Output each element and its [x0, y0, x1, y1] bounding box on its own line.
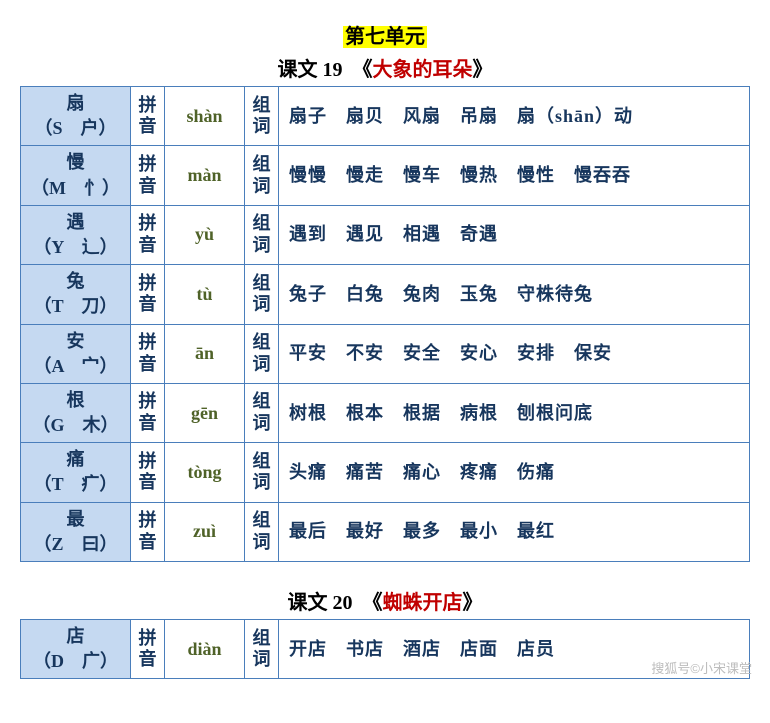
- pinyin-value: shàn: [165, 87, 245, 146]
- zuci-label: 组词: [245, 324, 279, 383]
- char-main: 根: [27, 388, 124, 413]
- table-row: 店（D 广）拼音diàn组词开店 书店 酒店 店面 店员: [21, 620, 750, 679]
- char-key: （S 户）: [27, 116, 124, 141]
- pinyin-label: 拼音: [131, 146, 165, 205]
- char-key: （A 宀）: [27, 354, 124, 379]
- char-key: （Z 曰）: [27, 532, 124, 557]
- pinyin-label: 拼音: [131, 324, 165, 383]
- watermark: 搜狐号©小宋课堂: [651, 658, 752, 677]
- char-main: 痛: [27, 447, 124, 472]
- zuci-label: 组词: [245, 443, 279, 502]
- char-cell: 根（G 木）: [21, 383, 131, 442]
- pinyin-value: ān: [165, 324, 245, 383]
- words-cell: 树根 根本 根据 病根 刨根问底: [279, 383, 750, 442]
- words-cell: 最后 最好 最多 最小 最红: [279, 502, 750, 561]
- char-cell: 痛（T 疒）: [21, 443, 131, 502]
- table-row: 慢（M 忄）拼音màn组词慢慢 慢走 慢车 慢热 慢性 慢吞吞: [21, 146, 750, 205]
- char-cell: 扇（S 户）: [21, 87, 131, 146]
- words-cell: 头痛 痛苦 痛心 疼痛 伤痛: [279, 443, 750, 502]
- pinyin-value: tù: [165, 265, 245, 324]
- pinyin-label: 拼音: [131, 87, 165, 146]
- lesson-19-table: 扇（S 户）拼音shàn组词扇子 扇贝 风扇 吊扇 扇（shān）动慢（M 忄）…: [20, 86, 750, 562]
- char-key: （Y 辶）: [27, 235, 124, 260]
- zuci-label: 组词: [245, 383, 279, 442]
- zuci-label: 组词: [245, 502, 279, 561]
- char-main: 安: [27, 329, 124, 354]
- char-cell: 店（D 广）: [21, 620, 131, 679]
- lesson-20-name: 蜘蛛开店: [383, 592, 463, 614]
- pinyin-value: gēn: [165, 383, 245, 442]
- char-main: 扇: [27, 91, 124, 116]
- table-row: 根（G 木）拼音gēn组词树根 根本 根据 病根 刨根问底: [21, 383, 750, 442]
- char-cell: 最（Z 曰）: [21, 502, 131, 561]
- char-main: 店: [27, 624, 124, 649]
- table-row: 最（Z 曰）拼音zuì组词最后 最好 最多 最小 最红: [21, 502, 750, 561]
- char-key: （D 广）: [27, 649, 124, 674]
- lesson-20-table: 店（D 广）拼音diàn组词开店 书店 酒店 店面 店员: [20, 619, 750, 679]
- char-cell: 遇（Y 辶）: [21, 205, 131, 264]
- zuci-label: 组词: [245, 620, 279, 679]
- zuci-label: 组词: [245, 146, 279, 205]
- lesson-19-title: 课文 19 《大象的耳朵》: [20, 53, 750, 82]
- pinyin-value: diàn: [165, 620, 245, 679]
- words-cell: 平安 不安 安全 安心 安排 保安: [279, 324, 750, 383]
- unit-title: 第七单元: [20, 20, 750, 49]
- pinyin-label: 拼音: [131, 620, 165, 679]
- lesson-20-prefix: 课文 20 《: [288, 592, 383, 614]
- char-key: （G 木）: [27, 413, 124, 438]
- zuci-label: 组词: [245, 265, 279, 324]
- pinyin-label: 拼音: [131, 265, 165, 324]
- unit-title-text: 第七单元: [343, 26, 427, 48]
- char-main: 最: [27, 507, 124, 532]
- lesson-20-title: 课文 20 《蜘蛛开店》: [20, 586, 750, 615]
- pinyin-value: yù: [165, 205, 245, 264]
- char-main: 遇: [27, 210, 124, 235]
- char-cell: 兔（T 刀）: [21, 265, 131, 324]
- lesson-19-prefix: 课文 19 《: [278, 59, 373, 81]
- pinyin-label: 拼音: [131, 502, 165, 561]
- char-key: （M 忄）: [27, 176, 124, 201]
- pinyin-label: 拼音: [131, 443, 165, 502]
- zuci-label: 组词: [245, 87, 279, 146]
- pinyin-value: tòng: [165, 443, 245, 502]
- table-row: 痛（T 疒）拼音tòng组词头痛 痛苦 痛心 疼痛 伤痛: [21, 443, 750, 502]
- char-cell: 慢（M 忄）: [21, 146, 131, 205]
- lesson-19-name: 大象的耳朵: [373, 59, 473, 81]
- lesson-19-suffix: 》: [473, 59, 493, 81]
- table-row: 遇（Y 辶）拼音yù组词遇到 遇见 相遇 奇遇: [21, 205, 750, 264]
- char-key: （T 刀）: [27, 294, 124, 319]
- char-key: （T 疒）: [27, 472, 124, 497]
- table-row: 兔（T 刀）拼音tù组词兔子 白兔 兔肉 玉兔 守株待兔: [21, 265, 750, 324]
- words-cell: 遇到 遇见 相遇 奇遇: [279, 205, 750, 264]
- char-main: 慢: [27, 150, 124, 175]
- pinyin-value: màn: [165, 146, 245, 205]
- zuci-label: 组词: [245, 205, 279, 264]
- char-cell: 安（A 宀）: [21, 324, 131, 383]
- pinyin-label: 拼音: [131, 205, 165, 264]
- words-cell: 慢慢 慢走 慢车 慢热 慢性 慢吞吞: [279, 146, 750, 205]
- table-row: 扇（S 户）拼音shàn组词扇子 扇贝 风扇 吊扇 扇（shān）动: [21, 87, 750, 146]
- table-row: 安（A 宀）拼音ān组词平安 不安 安全 安心 安排 保安: [21, 324, 750, 383]
- lesson-20-suffix: 》: [463, 592, 483, 614]
- pinyin-value: zuì: [165, 502, 245, 561]
- words-cell: 兔子 白兔 兔肉 玉兔 守株待兔: [279, 265, 750, 324]
- char-main: 兔: [27, 269, 124, 294]
- words-cell: 扇子 扇贝 风扇 吊扇 扇（shān）动: [279, 87, 750, 146]
- pinyin-label: 拼音: [131, 383, 165, 442]
